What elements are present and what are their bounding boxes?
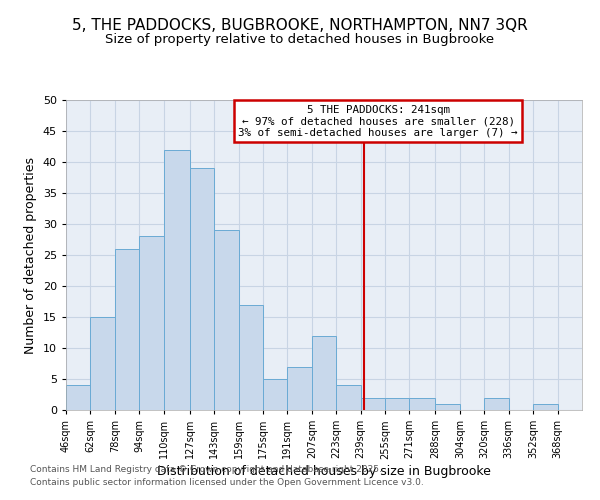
Bar (436, 404, 460, 410)
Bar (214, 230, 239, 410)
Bar (263, 379, 287, 410)
Bar (239, 304, 263, 410)
Bar (533, 404, 557, 410)
Bar (164, 150, 190, 410)
Bar (66, 385, 91, 410)
Text: Contains public sector information licensed under the Open Government Licence v3: Contains public sector information licen… (30, 478, 424, 487)
Bar (361, 398, 385, 410)
Bar (287, 366, 312, 410)
Bar (385, 398, 409, 410)
X-axis label: Distribution of detached houses by size in Bugbrooke: Distribution of detached houses by size … (157, 466, 491, 478)
Bar (336, 385, 361, 410)
Text: Size of property relative to detached houses in Bugbrooke: Size of property relative to detached ho… (106, 32, 494, 46)
Bar (312, 336, 336, 410)
Y-axis label: Number of detached properties: Number of detached properties (24, 156, 37, 354)
Bar (139, 236, 164, 410)
Bar (190, 168, 214, 410)
Text: 5, THE PADDOCKS, BUGBROOKE, NORTHAMPTON, NN7 3QR: 5, THE PADDOCKS, BUGBROOKE, NORTHAMPTON,… (72, 18, 528, 32)
Bar (409, 398, 436, 410)
Bar (115, 249, 139, 410)
Bar (484, 398, 509, 410)
Bar (91, 317, 115, 410)
Text: 5 THE PADDOCKS: 241sqm
← 97% of detached houses are smaller (228)
3% of semi-det: 5 THE PADDOCKS: 241sqm ← 97% of detached… (238, 104, 518, 138)
Text: Contains HM Land Registry data © Crown copyright and database right 2025.: Contains HM Land Registry data © Crown c… (30, 466, 382, 474)
